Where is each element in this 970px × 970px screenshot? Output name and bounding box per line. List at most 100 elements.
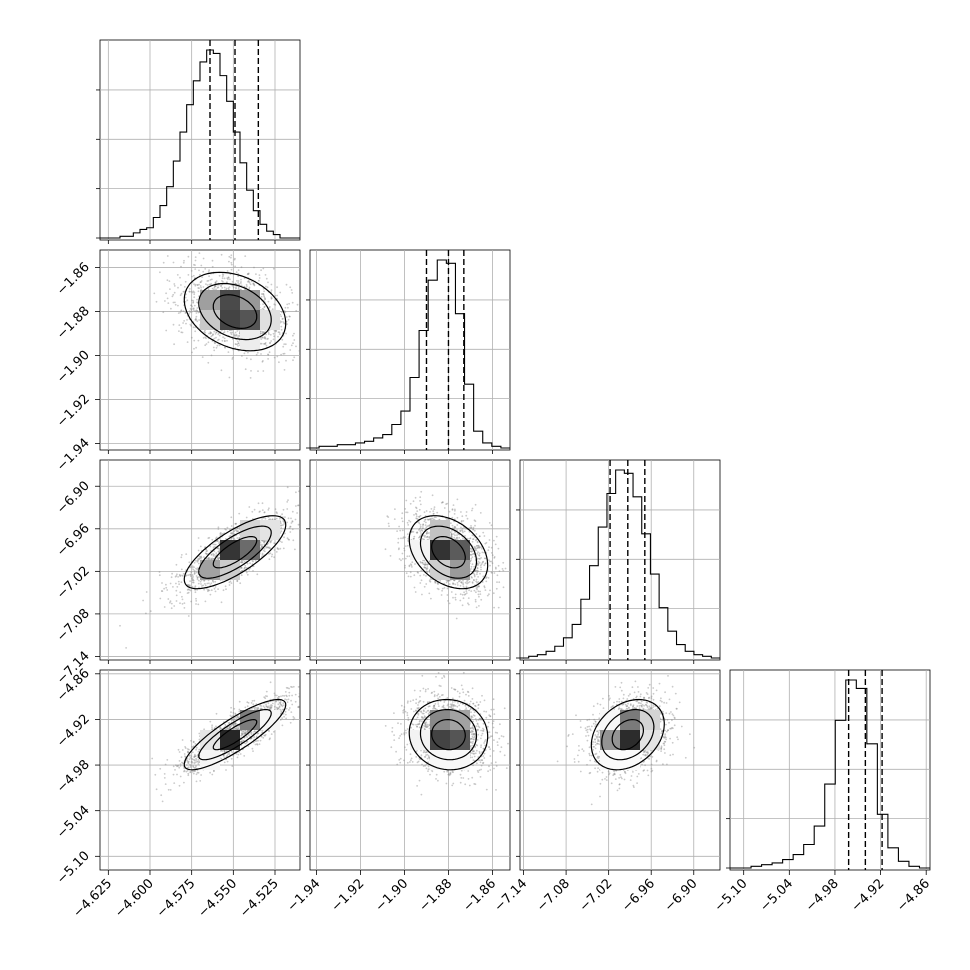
sample-point bbox=[474, 520, 477, 523]
sample-point bbox=[231, 751, 234, 754]
sample-point bbox=[462, 597, 465, 600]
density-cell bbox=[240, 330, 260, 350]
sample-point bbox=[458, 580, 460, 583]
sample-point bbox=[292, 334, 294, 337]
sample-point bbox=[481, 551, 484, 554]
sample-point bbox=[397, 541, 400, 544]
sample-point bbox=[237, 275, 240, 278]
sample-point bbox=[248, 287, 251, 290]
sample-point bbox=[497, 547, 500, 550]
sample-point bbox=[230, 711, 232, 714]
sample-point bbox=[279, 291, 282, 294]
sample-point bbox=[419, 530, 422, 532]
sample-point bbox=[207, 558, 210, 560]
sample-point bbox=[415, 531, 418, 534]
sample-point bbox=[265, 333, 267, 336]
sample-point bbox=[261, 336, 264, 339]
sample-point bbox=[184, 746, 187, 748]
sample-point bbox=[259, 510, 261, 513]
sample-point bbox=[221, 275, 224, 278]
sample-point bbox=[261, 545, 263, 548]
sample-point bbox=[268, 547, 271, 550]
sample-point bbox=[473, 565, 476, 568]
sample-point bbox=[454, 596, 457, 599]
sample-point bbox=[215, 331, 218, 334]
sample-point bbox=[221, 339, 224, 342]
sample-point bbox=[196, 284, 199, 286]
sample-point bbox=[159, 597, 162, 600]
sample-point bbox=[230, 532, 232, 535]
sample-point bbox=[278, 331, 281, 334]
sample-point bbox=[179, 294, 182, 297]
sample-point bbox=[415, 506, 417, 509]
sample-point bbox=[187, 772, 190, 775]
sample-point bbox=[275, 511, 278, 514]
sample-point bbox=[207, 590, 209, 593]
sample-point bbox=[477, 593, 480, 596]
sample-point bbox=[210, 335, 213, 338]
sample-point bbox=[277, 331, 280, 334]
sample-point bbox=[192, 568, 195, 571]
sample-point bbox=[477, 570, 479, 573]
sample-point bbox=[178, 324, 181, 326]
sample-point bbox=[475, 547, 478, 550]
sample-point bbox=[239, 582, 242, 585]
sample-point bbox=[252, 282, 255, 285]
sample-point bbox=[432, 518, 435, 520]
sample-point bbox=[409, 575, 412, 578]
sample-point bbox=[212, 554, 215, 557]
sample-point bbox=[213, 349, 216, 352]
sample-point bbox=[195, 309, 198, 312]
sample-point bbox=[423, 566, 426, 568]
sample-point bbox=[260, 545, 263, 547]
sample-point bbox=[237, 269, 240, 271]
sample-point bbox=[243, 568, 246, 570]
sample-point bbox=[465, 511, 468, 513]
sample-point bbox=[262, 293, 264, 295]
sample-point bbox=[470, 590, 473, 592]
sample-point bbox=[483, 557, 486, 560]
sample-point bbox=[205, 283, 207, 285]
sample-point bbox=[206, 582, 209, 585]
sample-point bbox=[475, 580, 477, 583]
sample-point bbox=[482, 561, 484, 563]
sample-point bbox=[473, 546, 476, 548]
sample-point bbox=[204, 582, 206, 585]
sample-point bbox=[195, 559, 197, 562]
sample-point bbox=[258, 279, 260, 282]
sample-point bbox=[198, 586, 200, 589]
sample-point bbox=[437, 588, 440, 591]
sample-point bbox=[419, 535, 422, 537]
sample-point bbox=[264, 298, 266, 301]
sample-point bbox=[199, 281, 202, 284]
sample-point bbox=[289, 525, 292, 528]
sample-point bbox=[260, 295, 263, 298]
sample-point bbox=[504, 567, 507, 570]
sample-point bbox=[478, 535, 481, 538]
sample-point bbox=[229, 580, 232, 583]
sample-point bbox=[293, 356, 296, 359]
sample-point bbox=[192, 307, 195, 310]
sample-point bbox=[473, 579, 475, 582]
sample-point bbox=[431, 517, 433, 520]
sample-point bbox=[185, 322, 187, 325]
density-cell bbox=[220, 560, 240, 580]
sample-point bbox=[477, 551, 479, 554]
sample-point bbox=[475, 533, 478, 535]
sample-point bbox=[190, 290, 193, 293]
sample-point bbox=[200, 286, 203, 289]
sample-point bbox=[181, 574, 183, 577]
sample-point bbox=[193, 307, 195, 310]
sample-point bbox=[165, 583, 167, 586]
sample-point bbox=[236, 340, 239, 343]
sample-point bbox=[226, 330, 229, 333]
sample-point bbox=[222, 336, 225, 339]
sample-point bbox=[462, 531, 464, 534]
sample-point bbox=[421, 527, 424, 530]
sample-point bbox=[260, 735, 263, 738]
sample-point bbox=[276, 547, 279, 550]
sample-point bbox=[291, 292, 294, 294]
sample-point bbox=[209, 331, 212, 333]
sample-point bbox=[284, 311, 287, 314]
sample-point bbox=[233, 537, 236, 540]
